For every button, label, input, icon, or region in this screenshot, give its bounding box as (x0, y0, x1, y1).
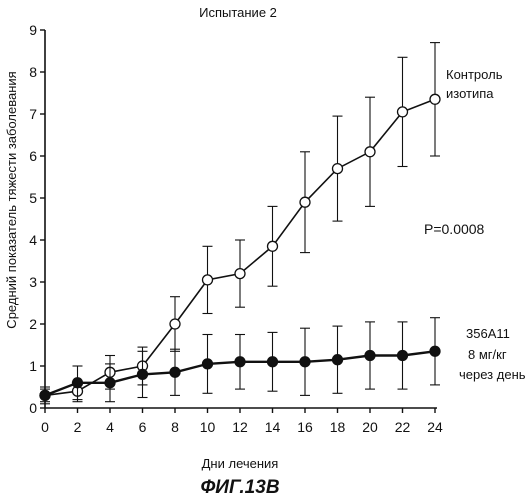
treatment-series-label-line3: через день (459, 367, 526, 382)
data-point (365, 351, 375, 361)
y-tick-label: 7 (29, 106, 37, 122)
p-value-annotation: P=0.0008 (424, 221, 485, 237)
y-axis-ticks: 0 1 2 3 4 5 6 7 8 9 (29, 22, 45, 416)
data-point (138, 369, 148, 379)
data-point (235, 269, 245, 279)
treatment-series-label-line2: 8 мг/кг (468, 347, 507, 362)
data-point (268, 241, 278, 251)
data-point (203, 359, 213, 369)
data-point (333, 355, 343, 365)
x-tick-label: 18 (330, 419, 346, 435)
y-tick-label: 4 (29, 232, 37, 248)
data-point (430, 346, 440, 356)
x-tick-label: 10 (200, 419, 216, 435)
data-point (105, 378, 115, 388)
y-tick-label: 9 (29, 22, 37, 38)
x-tick-label: 4 (106, 419, 114, 435)
series-1 (40, 318, 440, 402)
chart-title: Испытание 2 (199, 5, 277, 20)
x-tick-label: 12 (232, 419, 248, 435)
data-point (235, 357, 245, 367)
x-tick-label: 2 (74, 419, 82, 435)
data-point (170, 319, 180, 329)
data-point (73, 378, 83, 388)
y-tick-label: 2 (29, 316, 37, 332)
data-point (300, 197, 310, 207)
x-tick-label: 22 (395, 419, 411, 435)
x-tick-label: 8 (171, 419, 179, 435)
y-axis-label: Средний показатель тяжести заболевания (4, 71, 19, 328)
data-point (170, 367, 180, 377)
axes (45, 30, 437, 408)
data-point (398, 107, 408, 117)
control-series-label-line1: Контроль (446, 67, 503, 82)
data-point (40, 390, 50, 400)
y-tick-label: 0 (29, 400, 37, 416)
plot-area (40, 43, 440, 404)
x-tick-label: 14 (265, 419, 281, 435)
y-tick-label: 6 (29, 148, 37, 164)
data-point (398, 351, 408, 361)
y-tick-label: 1 (29, 358, 37, 374)
x-axis-ticks: 024681012141618202224 (41, 408, 443, 435)
x-axis-label: Дни лечения (202, 456, 279, 471)
x-tick-label: 16 (297, 419, 313, 435)
data-point (268, 357, 278, 367)
y-tick-label: 3 (29, 274, 37, 290)
data-point (365, 147, 375, 157)
x-tick-label: 6 (139, 419, 147, 435)
data-point (430, 94, 440, 104)
data-point (300, 357, 310, 367)
treatment-series-label-line1: 356A11 (466, 326, 510, 341)
x-tick-label: 20 (362, 419, 378, 435)
figure-caption: ФИГ.13В (200, 477, 279, 498)
x-tick-label: 24 (427, 419, 443, 435)
control-series-label-line2: изотипа (446, 86, 494, 101)
y-tick-label: 5 (29, 190, 37, 206)
data-point (203, 275, 213, 285)
data-point (333, 164, 343, 174)
x-tick-label: 0 (41, 419, 49, 435)
y-tick-label: 8 (29, 64, 37, 80)
